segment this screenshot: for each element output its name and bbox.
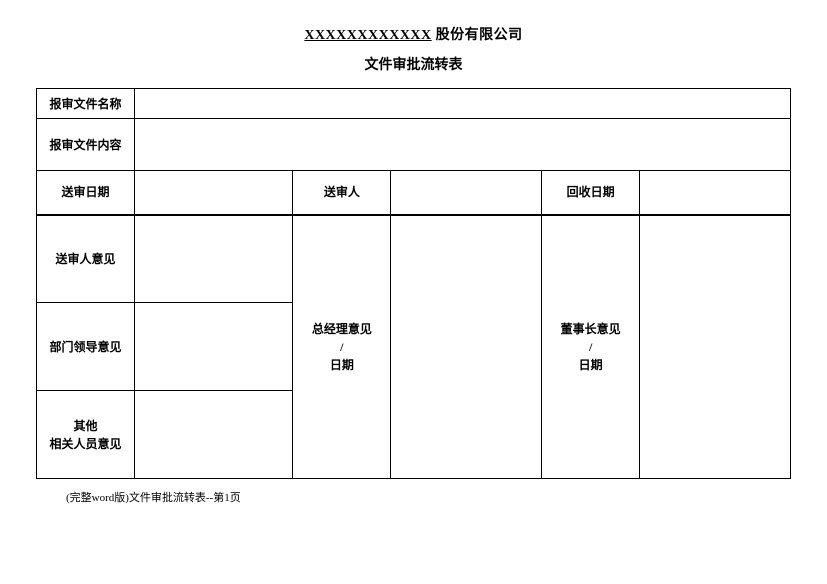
label-gm-opinion: 总经理意见 / 日期 <box>293 215 391 479</box>
page-footer: (完整word版)文件审批流转表--第1页 <box>66 489 791 505</box>
label-submit-date: 送审日期 <box>37 171 135 215</box>
table-row: 送审人意见 总经理意见 / 日期 董事长意见 / 日期 <box>37 215 791 303</box>
label-other-opinion: 其他 相关人员意见 <box>37 391 135 479</box>
company-name: XXXXXXXXXXXX 股份有限公司 <box>36 24 791 44</box>
label-doc-name: 报审文件名称 <box>37 89 135 119</box>
company-suffix: 股份有限公司 <box>432 28 523 43</box>
table-row: 报审文件名称 <box>37 89 791 119</box>
value-submitter-opinion-a <box>135 215 293 303</box>
label-dept-leader-opinion: 部门领导意见 <box>37 303 135 391</box>
title-area: XXXXXXXXXXXX 股份有限公司 文件审批流转表 <box>36 24 791 74</box>
label-submitter-opinion: 送审人意见 <box>37 215 135 303</box>
company-masked: XXXXXXXXXXXX <box>304 28 431 43</box>
value-submitter <box>391 171 542 215</box>
label-doc-content: 报审文件内容 <box>37 119 135 171</box>
form-title: 文件审批流转表 <box>36 54 791 74</box>
value-dept-leader-opinion-a <box>135 303 293 391</box>
value-doc-name <box>135 89 791 119</box>
approval-table: 报审文件名称 报审文件内容 送审日期 送审人 回收日期 送审人意见 总经理意见 … <box>36 88 791 479</box>
label-chairman-opinion: 董事长意见 / 日期 <box>542 215 640 479</box>
value-doc-content <box>135 119 791 171</box>
value-gm-opinion <box>391 215 542 479</box>
label-recover-date: 回收日期 <box>542 171 640 215</box>
value-other-opinion-a <box>135 391 293 479</box>
value-chairman-opinion <box>640 215 791 479</box>
value-recover-date <box>640 171 791 215</box>
value-submit-date <box>135 171 293 215</box>
table-row: 送审日期 送审人 回收日期 <box>37 171 791 215</box>
label-submitter: 送审人 <box>293 171 391 215</box>
table-row: 报审文件内容 <box>37 119 791 171</box>
